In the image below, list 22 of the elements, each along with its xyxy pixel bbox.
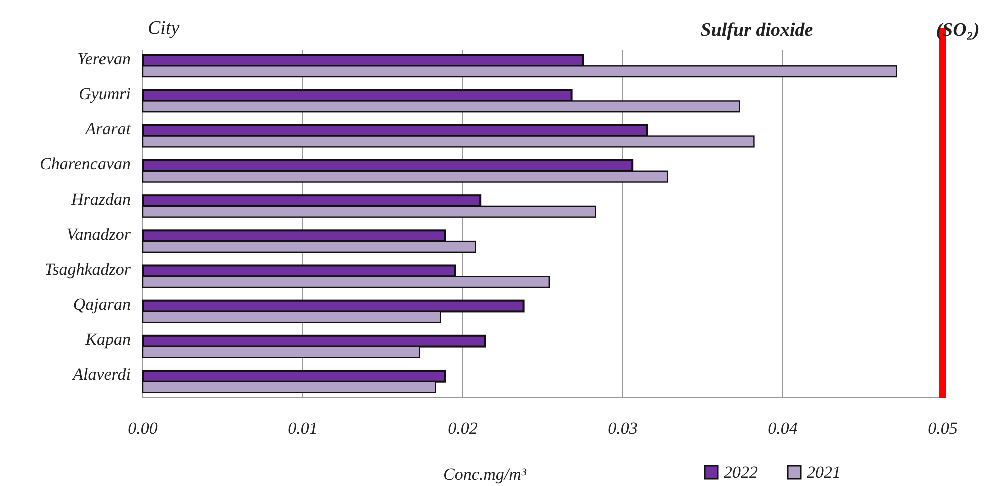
x-tick-label: 0.01 bbox=[288, 419, 318, 438]
x-tick-label: 0.04 bbox=[768, 419, 798, 438]
y-tick-label: Hrazdan bbox=[70, 190, 131, 209]
chart-title: Sulfur dioxide bbox=[700, 20, 814, 41]
x-tick-label: 0.05 bbox=[928, 419, 958, 438]
y-tick-label: Gyumri bbox=[79, 84, 132, 104]
y-axis-title: City bbox=[148, 18, 180, 39]
y-tick-label: Vanadzor bbox=[66, 224, 132, 244]
legend-label: 2022 bbox=[724, 463, 758, 482]
x-tick-label: 0.03 bbox=[608, 419, 638, 438]
y-tick-label: Tsaghkadzor bbox=[44, 260, 132, 279]
y-tick-label: Yerevan bbox=[77, 49, 131, 68]
x-tick-label: 0.00 bbox=[128, 419, 158, 438]
y-tick-label: Ararat bbox=[84, 120, 132, 139]
y-tick-label: Alaverdi bbox=[72, 365, 132, 384]
y-tick-label: Kapan bbox=[84, 330, 131, 350]
x-axis-title: Conc.mg/m³ bbox=[443, 465, 528, 484]
legend-label: 2021 bbox=[807, 463, 841, 482]
x-tick-label: 0.02 bbox=[448, 419, 478, 438]
text: (SO₂) bbox=[936, 20, 980, 41]
y-tick-label: Charencavan bbox=[40, 154, 131, 174]
y-tick-label: Qajaran bbox=[73, 295, 131, 314]
